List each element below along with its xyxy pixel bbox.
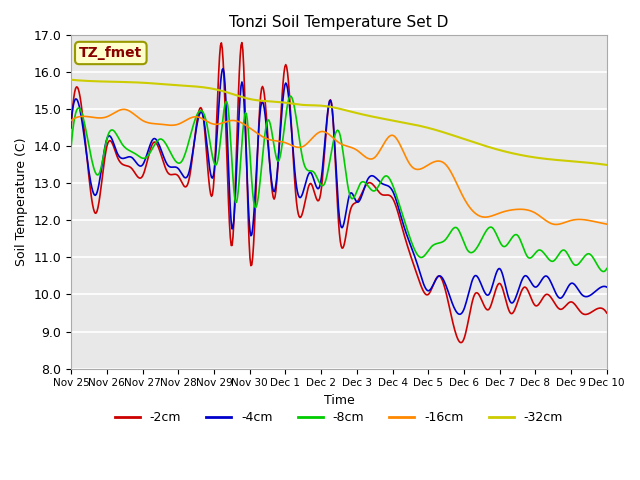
X-axis label: Time: Time: [324, 394, 355, 407]
Title: Tonzi Soil Temperature Set D: Tonzi Soil Temperature Set D: [229, 15, 449, 30]
Legend: -2cm, -4cm, -8cm, -16cm, -32cm: -2cm, -4cm, -8cm, -16cm, -32cm: [110, 406, 568, 429]
Text: TZ_fmet: TZ_fmet: [79, 46, 143, 60]
Y-axis label: Soil Temperature (C): Soil Temperature (C): [15, 138, 28, 266]
